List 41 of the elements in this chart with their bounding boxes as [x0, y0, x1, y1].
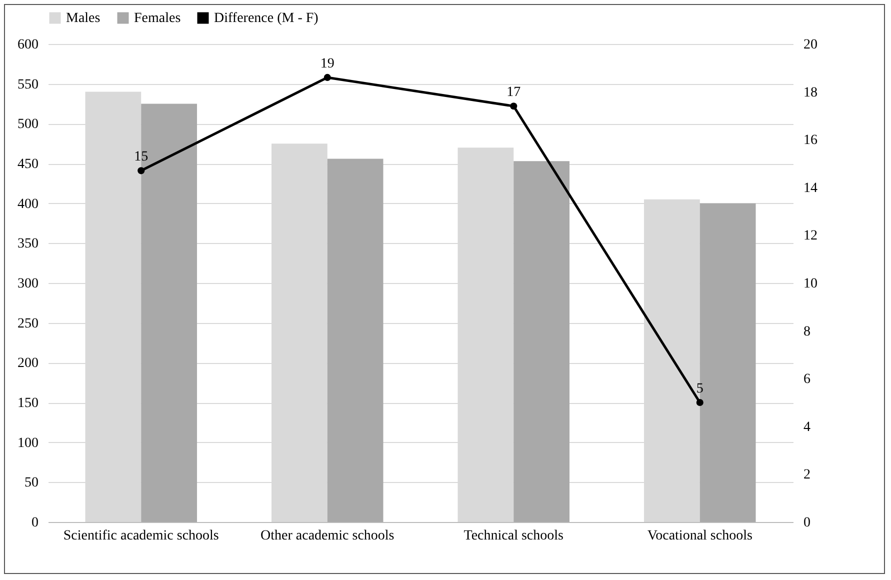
y-tick-label: 100	[18, 436, 38, 451]
bar	[327, 158, 384, 522]
y2-tick-label: 18	[804, 85, 818, 100]
y2-tick-label: 20	[804, 38, 818, 52]
point	[696, 398, 704, 406]
data-label: 15	[134, 150, 148, 165]
y-tick-label: 150	[18, 396, 38, 411]
data-label: 5	[696, 382, 704, 396]
data-label: 17	[506, 85, 521, 100]
y2-tick-label: 14	[804, 180, 818, 196]
x-tick-label: Other academic schools	[260, 528, 394, 544]
point	[324, 74, 331, 81]
y2-tick-label: 4	[804, 420, 810, 435]
y-tick-label: 50	[24, 476, 38, 491]
y-tick-label: 600	[18, 38, 38, 52]
point	[510, 102, 518, 110]
y-tick-label: 200	[18, 356, 38, 372]
data-label: 19	[320, 56, 334, 72]
y2-tick-label: 2	[804, 468, 810, 483]
y-tick-label: 300	[18, 276, 38, 292]
y-tick-label: 500	[18, 117, 38, 132]
legend-label: Difference (M - F)	[214, 11, 319, 26]
y2-tick-label: 8	[804, 324, 810, 340]
x-tick-label: Scientific academic schools	[63, 528, 219, 544]
y-tick-label: 550	[18, 77, 38, 92]
bar	[514, 161, 570, 522]
legend-label: Males	[66, 11, 100, 26]
y-tick-label: 250	[18, 316, 38, 332]
y-tick-label: 350	[18, 236, 38, 252]
legend-label: Females	[134, 11, 181, 26]
y2-tick-label: 16	[804, 133, 818, 148]
y2-tick-label: 0	[804, 516, 810, 530]
y2-tick-label: 12	[804, 228, 818, 244]
y2-tick-label: 10	[804, 276, 818, 292]
y-tick-label: 450	[18, 157, 38, 172]
x-tick-label: Vocational schools	[647, 528, 752, 544]
y-tick-label: 400	[18, 196, 38, 212]
y2-tick-label: 6	[804, 372, 810, 388]
y-tick-label: 0	[32, 516, 38, 530]
point	[138, 167, 145, 174]
x-tick-label: Technical schools	[464, 528, 564, 544]
